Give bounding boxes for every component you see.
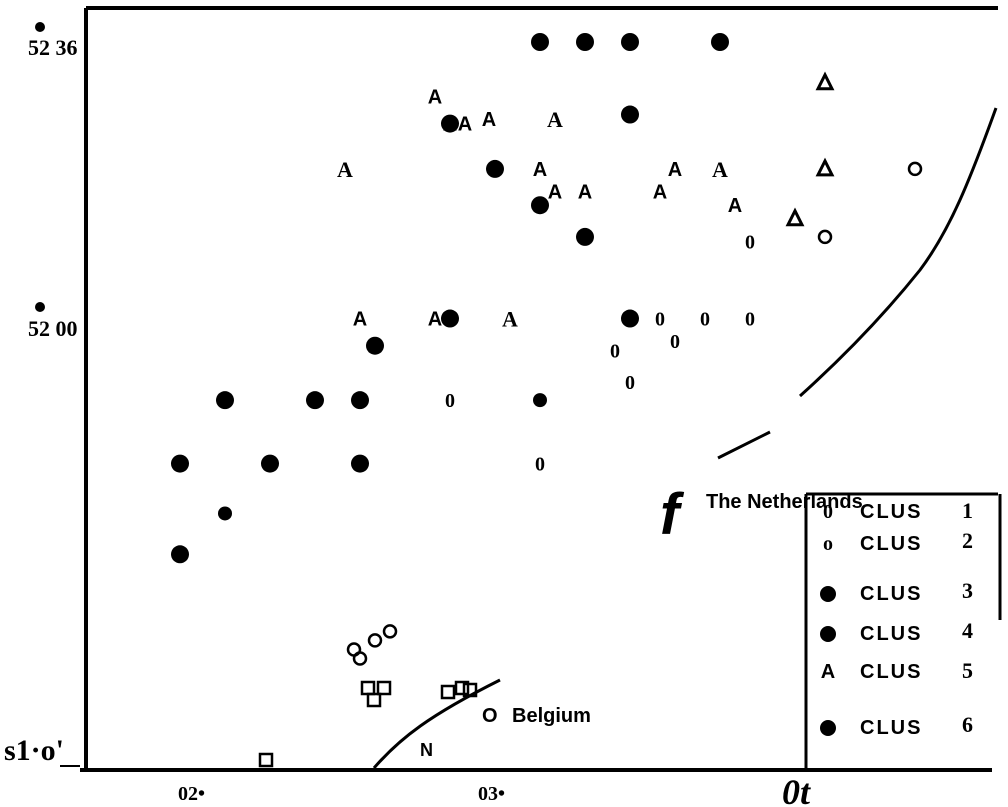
coastline-belgium [372,678,501,769]
data-point-a: A [728,195,742,217]
data-point-triangle [815,71,835,91]
data-point-dot-large [621,33,639,51]
data-point-circle [907,161,923,177]
y-tick-label: s1·o' [4,734,64,767]
data-point-a: A [653,182,667,204]
data-point-a: A [353,309,367,331]
data-point-square [462,682,478,698]
data-point-a-serif: A [502,307,518,332]
data-point-a: A [428,86,442,108]
legend-number: 3 [962,578,973,603]
data-point-dot-large [366,336,384,355]
data-point-dot-small [533,393,547,408]
data-point-a: A [443,114,457,136]
data-point-zero: 0 [745,231,755,253]
legend-label: CLUS [860,583,922,605]
data-point-zero: 0 [655,309,665,331]
data-point-dot-large [441,309,459,328]
legend-label: CLUS [860,661,922,683]
data-point-square [360,680,376,696]
data-point-square [258,752,274,768]
data-point-zero: 0 [670,331,680,353]
data-point-dot-large [351,454,369,473]
data-point-zero: 0 [445,390,455,412]
legend-marker: o [823,533,833,555]
legend-number: 5 [962,658,973,683]
data-point-zero: 0 [625,372,635,394]
f-glyph: f [660,482,685,547]
data-point-square [440,684,456,700]
data-point-a: A [668,159,682,181]
data-point-dot-large [441,114,459,133]
data-point-zero: 0 [535,454,545,476]
data-point-dot-large [531,196,549,215]
data-point-a-serif: A [547,107,563,132]
data-point-triangle [815,157,835,177]
data-point-dot-large [711,33,729,51]
data-point-zero: 0 [700,309,710,331]
data-point-circle [382,624,398,639]
data-point-circle [352,651,368,666]
data-point-circle [367,633,383,648]
data-point-zero: 0 [610,340,620,362]
legend-marker: A [821,661,835,683]
legend-number: 1 [962,498,973,523]
legend-number: 2 [962,528,973,553]
belgium-zero: O [482,705,498,727]
data-point-dot-small [218,506,232,521]
legend-marker [820,626,836,642]
legend-number: 6 [962,712,973,737]
data-point-dot-large [306,391,324,410]
legend-marker [820,586,836,602]
data-point-circle [817,229,833,245]
coastline-mid [717,430,771,460]
data-point-dot-large [351,391,369,410]
data-point-dot-large [576,33,594,51]
x-tick-label: 03• [478,783,505,805]
data-point-dot-large [621,309,639,328]
data-point-a: A [428,309,442,331]
data-point-a: A [578,182,592,204]
legend-label: CLUS [860,501,922,523]
data-point-dot-large [171,545,189,564]
belgium-label: Belgium [512,705,591,727]
coastline-north [798,107,998,398]
data-point-a: A [458,114,472,136]
data-point-square [454,680,470,696]
legend-label: CLUS [860,717,922,739]
y-tick-label: 52 36 [28,35,78,60]
n-glyph: N [420,740,433,760]
data-point-dot-large [621,105,639,124]
data-point-square [366,692,382,708]
y-tick-dot [35,302,45,312]
data-point-a-serif: A [712,157,728,182]
data-point-dot-large [576,227,594,246]
data-point-dot-large [261,454,279,473]
legend-marker: 0 [823,501,833,523]
y-tick-dot [35,22,45,32]
data-point-square [376,680,392,696]
data-point-zero: 0 [745,309,755,331]
y-tick-label: 52 00 [28,316,78,341]
data-point-dot-large [171,454,189,473]
data-point-dot-large [216,391,234,410]
data-point-a: A [482,109,496,131]
legend-label: CLUS [860,533,922,555]
data-point-a-serif: A [337,157,353,182]
data-point-triangle [785,207,805,227]
legend-label: CLUS [860,623,922,645]
legend-number: 4 [962,618,973,643]
data-point-dot-large [486,159,504,178]
data-point-a: A [533,159,547,181]
netherlands-label: The Netherlands [706,491,863,513]
data-point-dot-large [531,33,549,51]
x-tick-label: 0t [782,772,811,807]
x-tick-label: 02• [178,783,205,805]
data-point-a: A [548,182,562,204]
legend-marker [820,720,836,736]
